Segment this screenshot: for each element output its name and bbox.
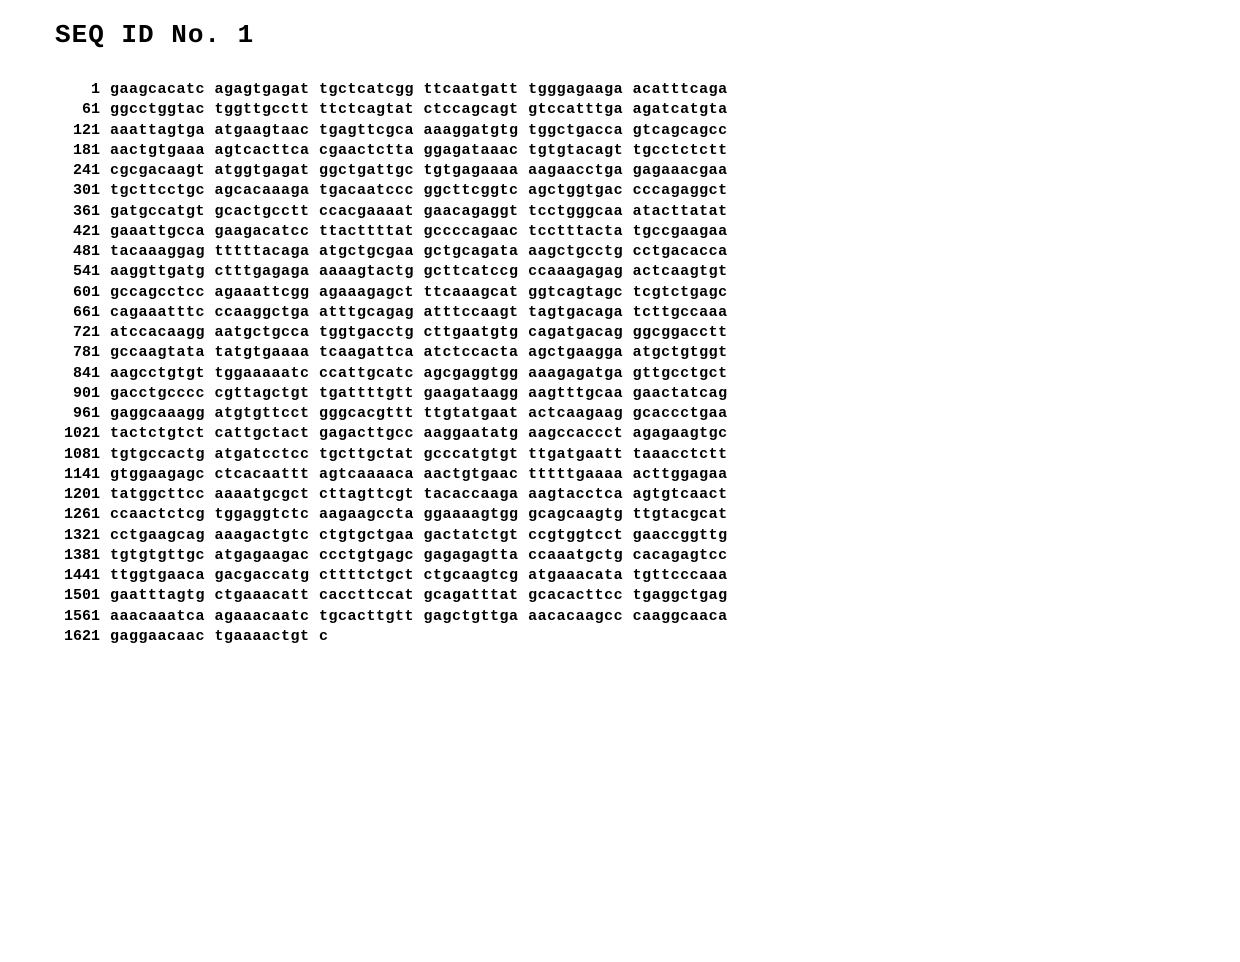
sequence-position: 121 — [40, 121, 110, 141]
sequence-position: 421 — [40, 222, 110, 242]
sequence-row: 361gatgccatgt gcactgcctt ccacgaaaat gaac… — [40, 202, 1200, 222]
sequence-bases: gacctgcccc cgttagctgt tgattttgtt gaagata… — [110, 384, 728, 404]
sequence-row: 961gaggcaaagg atgtgttcct gggcacgttt ttgt… — [40, 404, 1200, 424]
sequence-bases: cagaaatttc ccaaggctga atttgcagag atttcca… — [110, 303, 728, 323]
sequence-row: 481tacaaaggag tttttacaga atgctgcgaa gctg… — [40, 242, 1200, 262]
sequence-row: 901gacctgcccc cgttagctgt tgattttgtt gaag… — [40, 384, 1200, 404]
sequence-row: 241cgcgacaagt atggtgagat ggctgattgc tgtg… — [40, 161, 1200, 181]
sequence-position: 721 — [40, 323, 110, 343]
sequence-row: 601gccagcctcc agaaattcgg agaaagagct ttca… — [40, 283, 1200, 303]
sequence-row: 121aaattagtga atgaagtaac tgagttcgca aaag… — [40, 121, 1200, 141]
sequence-position: 661 — [40, 303, 110, 323]
sequence-position: 61 — [40, 100, 110, 120]
sequence-bases: tgtgccactg atgatcctcc tgcttgctat gcccatg… — [110, 445, 728, 465]
sequence-position: 1201 — [40, 485, 110, 505]
sequence-row: 1261ccaactctcg tggaggtctc aagaagccta gga… — [40, 505, 1200, 525]
sequence-position: 1021 — [40, 424, 110, 444]
sequence-row: 1321cctgaagcag aaagactgtc ctgtgctgaa gac… — [40, 526, 1200, 546]
sequence-position: 961 — [40, 404, 110, 424]
sequence-bases: aactgtgaaa agtcacttca cgaactctta ggagata… — [110, 141, 728, 161]
sequence-bases: gatgccatgt gcactgcctt ccacgaaaat gaacaga… — [110, 202, 728, 222]
sequence-row: 1201tatggcttcc aaaatgcgct cttagttcgt tac… — [40, 485, 1200, 505]
sequence-bases: ttggtgaaca gacgaccatg cttttctgct ctgcaag… — [110, 566, 728, 586]
sequence-position: 481 — [40, 242, 110, 262]
sequence-bases: cctgaagcag aaagactgtc ctgtgctgaa gactatc… — [110, 526, 728, 546]
sequence-row: 1621gaggaacaac tgaaaactgt c — [40, 627, 1200, 647]
sequence-position: 1 — [40, 80, 110, 100]
sequence-listing: 1gaagcacatc agagtgagat tgctcatcgg ttcaat… — [40, 80, 1200, 647]
sequence-row: 661cagaaatttc ccaaggctga atttgcagag attt… — [40, 303, 1200, 323]
sequence-position: 361 — [40, 202, 110, 222]
sequence-row: 1gaagcacatc agagtgagat tgctcatcgg ttcaat… — [40, 80, 1200, 100]
sequence-position: 841 — [40, 364, 110, 384]
sequence-position: 781 — [40, 343, 110, 363]
sequence-row: 1441ttggtgaaca gacgaccatg cttttctgct ctg… — [40, 566, 1200, 586]
sequence-position: 1441 — [40, 566, 110, 586]
sequence-bases: gtggaagagc ctcacaattt agtcaaaaca aactgtg… — [110, 465, 728, 485]
sequence-bases: aagcctgtgt tggaaaaatc ccattgcatc agcgagg… — [110, 364, 728, 384]
sequence-row: 1561aaacaaatca agaaacaatc tgcacttgtt gag… — [40, 607, 1200, 627]
sequence-position: 1081 — [40, 445, 110, 465]
sequence-bases: gccaagtata tatgtgaaaa tcaagattca atctcca… — [110, 343, 728, 363]
sequence-row: 1081tgtgccactg atgatcctcc tgcttgctat gcc… — [40, 445, 1200, 465]
sequence-position: 1261 — [40, 505, 110, 525]
sequence-bases: gaatttagtg ctgaaacatt caccttccat gcagatt… — [110, 586, 728, 606]
sequence-bases: aaattagtga atgaagtaac tgagttcgca aaaggat… — [110, 121, 728, 141]
sequence-row: 781gccaagtata tatgtgaaaa tcaagattca atct… — [40, 343, 1200, 363]
sequence-position: 1321 — [40, 526, 110, 546]
sequence-row: 841aagcctgtgt tggaaaaatc ccattgcatc agcg… — [40, 364, 1200, 384]
sequence-row: 541aaggttgatg ctttgagaga aaaagtactg gctt… — [40, 262, 1200, 282]
sequence-bases: gaagcacatc agagtgagat tgctcatcgg ttcaatg… — [110, 80, 728, 100]
sequence-bases: ggcctggtac tggttgcctt ttctcagtat ctccagc… — [110, 100, 728, 120]
sequence-bases: tgtgtgttgc atgagaagac ccctgtgagc gagagag… — [110, 546, 728, 566]
sequence-position: 1141 — [40, 465, 110, 485]
sequence-position: 241 — [40, 161, 110, 181]
sequence-position: 1561 — [40, 607, 110, 627]
sequence-row: 1021tactctgtct cattgctact gagacttgcc aag… — [40, 424, 1200, 444]
sequence-bases: ccaactctcg tggaggtctc aagaagccta ggaaaag… — [110, 505, 728, 525]
sequence-bases: tatggcttcc aaaatgcgct cttagttcgt tacacca… — [110, 485, 728, 505]
sequence-row: 1501gaatttagtg ctgaaacatt caccttccat gca… — [40, 586, 1200, 606]
sequence-row: 301tgcttcctgc agcacaaaga tgacaatccc ggct… — [40, 181, 1200, 201]
sequence-bases: cgcgacaagt atggtgagat ggctgattgc tgtgaga… — [110, 161, 728, 181]
sequence-bases: tgcttcctgc agcacaaaga tgacaatccc ggcttcg… — [110, 181, 728, 201]
sequence-position: 901 — [40, 384, 110, 404]
sequence-position: 1621 — [40, 627, 110, 647]
sequence-bases: aaacaaatca agaaacaatc tgcacttgtt gagctgt… — [110, 607, 728, 627]
sequence-bases: gaaattgcca gaagacatcc ttacttttat gccccag… — [110, 222, 728, 242]
sequence-bases: gaggcaaagg atgtgttcct gggcacgttt ttgtatg… — [110, 404, 728, 424]
sequence-row: 181aactgtgaaa agtcacttca cgaactctta ggag… — [40, 141, 1200, 161]
sequence-bases: aaggttgatg ctttgagaga aaaagtactg gcttcat… — [110, 262, 728, 282]
sequence-row: 1381tgtgtgttgc atgagaagac ccctgtgagc gag… — [40, 546, 1200, 566]
sequence-row: 1141gtggaagagc ctcacaattt agtcaaaaca aac… — [40, 465, 1200, 485]
sequence-row: 721atccacaagg aatgctgcca tggtgacctg cttg… — [40, 323, 1200, 343]
sequence-row: 421gaaattgcca gaagacatcc ttacttttat gccc… — [40, 222, 1200, 242]
sequence-position: 301 — [40, 181, 110, 201]
sequence-bases: tacaaaggag tttttacaga atgctgcgaa gctgcag… — [110, 242, 728, 262]
sequence-position: 181 — [40, 141, 110, 161]
sequence-bases: tactctgtct cattgctact gagacttgcc aaggaat… — [110, 424, 728, 444]
sequence-position: 1501 — [40, 586, 110, 606]
sequence-bases: gaggaacaac tgaaaactgt c — [110, 627, 329, 647]
sequence-position: 1381 — [40, 546, 110, 566]
sequence-title: SEQ ID No. 1 — [40, 20, 1200, 50]
sequence-bases: gccagcctcc agaaattcgg agaaagagct ttcaaag… — [110, 283, 728, 303]
sequence-position: 541 — [40, 262, 110, 282]
sequence-position: 601 — [40, 283, 110, 303]
sequence-row: 61ggcctggtac tggttgcctt ttctcagtat ctcca… — [40, 100, 1200, 120]
sequence-bases: atccacaagg aatgctgcca tggtgacctg cttgaat… — [110, 323, 728, 343]
